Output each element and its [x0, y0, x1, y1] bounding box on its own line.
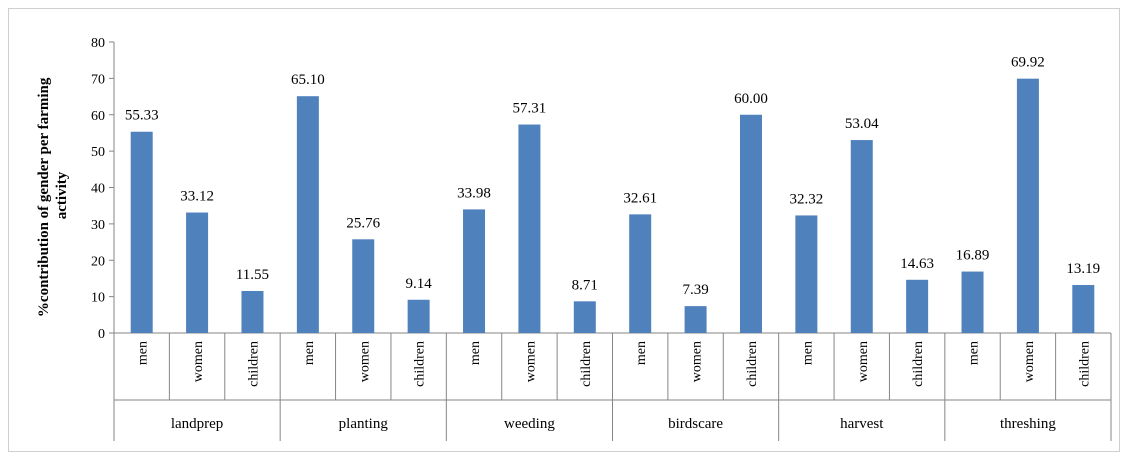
bar-threshing-children [1072, 285, 1095, 333]
group-label-weeding: weeding [504, 416, 555, 432]
y-tick-label: 80 [91, 36, 105, 51]
category-label: children [911, 341, 926, 387]
data-label: 16.89 [956, 248, 990, 264]
y-tick-label: 0 [98, 327, 105, 342]
category-label: children [246, 341, 261, 387]
group-label-threshing: threshing [1000, 416, 1056, 432]
data-label: 32.61 [623, 190, 657, 206]
category-label: men [136, 341, 151, 365]
category-label: children [413, 341, 428, 387]
y-tick-label: 60 [91, 109, 105, 124]
bar-weeding-men [463, 209, 486, 333]
category-label: men [468, 341, 483, 365]
bar-birdscare-children [739, 114, 762, 333]
group-label-harvest: harvest [840, 416, 884, 432]
data-label: 32.32 [789, 191, 823, 207]
category-label: women [690, 341, 705, 382]
category-label: men [800, 341, 815, 365]
category-label: women [191, 341, 206, 382]
bar-harvest-men [795, 215, 818, 333]
group-label-planting: planting [339, 416, 389, 432]
y-tick-label: 50 [91, 145, 105, 160]
category-label: women [856, 341, 871, 382]
y-tick-label: 70 [91, 72, 105, 87]
category-label: children [579, 341, 594, 387]
data-label: 69.92 [1011, 55, 1045, 71]
bar-planting-women [352, 239, 375, 333]
y-axis-label-line-2: activity [54, 171, 70, 219]
bar-birdscare-women [684, 306, 707, 333]
data-label: 55.33 [125, 108, 159, 124]
data-label: 9.14 [406, 276, 433, 292]
data-label: 7.39 [682, 282, 708, 298]
data-label: 25.76 [346, 215, 380, 231]
bar-threshing-women [1016, 78, 1039, 333]
bar-landprep-children [241, 290, 264, 333]
group-label-birdscare: birdscare [668, 416, 723, 432]
y-tick-label: 10 [91, 291, 105, 306]
bar-landprep-women [186, 212, 209, 333]
data-label: 33.12 [180, 189, 214, 205]
bar-threshing-men [961, 271, 984, 333]
category-label: children [745, 341, 760, 387]
category-label: women [1022, 341, 1037, 382]
data-label: 53.04 [845, 116, 879, 132]
category-label: men [302, 341, 317, 365]
data-label: 60.00 [734, 91, 768, 107]
category-label: women [357, 341, 372, 382]
y-axis-label-line-1: %contribution of gender per farming [36, 77, 52, 317]
data-label: 33.98 [457, 185, 491, 201]
category-label: men [967, 341, 982, 365]
bar-landprep-men [130, 131, 153, 333]
data-label: 8.71 [572, 277, 598, 293]
y-tick-label: 30 [91, 218, 105, 233]
category-label: children [1077, 341, 1092, 387]
data-label: 65.10 [291, 72, 325, 88]
y-tick-label: 20 [91, 254, 105, 269]
bar-birdscare-men [629, 214, 652, 333]
bar-harvest-women [850, 140, 873, 333]
category-label: women [523, 341, 538, 382]
bar-planting-men [296, 96, 319, 333]
y-tick-label: 40 [91, 182, 105, 197]
data-label: 14.63 [900, 256, 934, 272]
data-label: 57.31 [513, 101, 547, 117]
data-label: 11.55 [236, 267, 269, 283]
bar-planting-children [407, 299, 430, 333]
bar-harvest-children [906, 279, 929, 333]
group-label-landprep: landprep [171, 416, 223, 432]
bar-weeding-women [518, 124, 541, 333]
y-axis-label: %contribution of gender per farming acti… [36, 74, 70, 317]
bar-weeding-children [573, 301, 596, 333]
data-label: 13.19 [1066, 261, 1100, 277]
category-label: men [634, 341, 649, 365]
